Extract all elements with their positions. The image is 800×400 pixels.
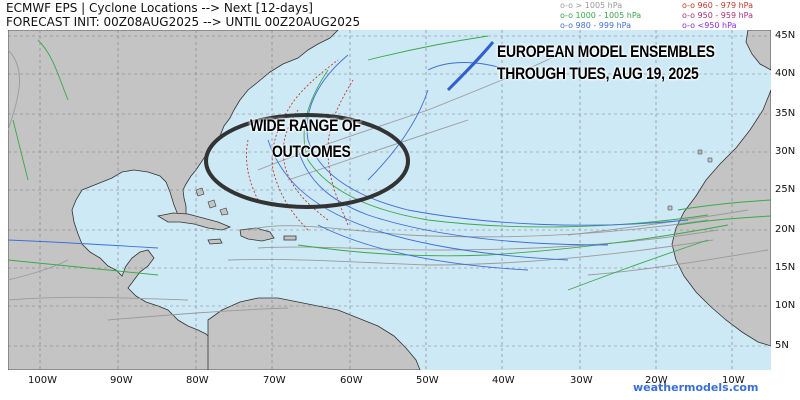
land-africa [671, 89, 771, 347]
track-blue [427, 62, 509, 71]
track-gray [8, 259, 69, 281]
lon-label: 100W [28, 375, 57, 386]
legend-item-960-979: o-o 960 - 979 hPa [682, 1, 754, 10]
annotation-line-2: OUTCOMES [272, 142, 351, 161]
track-gray [587, 249, 769, 276]
track-gray [247, 219, 709, 238]
lon-label: 10W [722, 375, 745, 386]
brand-label: weathermodels.com [633, 381, 759, 394]
lat-label: 15N [775, 262, 796, 273]
land-iberia [745, 30, 771, 71]
track-blue [317, 224, 529, 271]
overlay-title-line-1: EUROPEAN MODEL ENSEMBLES [497, 42, 715, 61]
track-red [271, 59, 339, 231]
map-canvas [8, 30, 771, 370]
lat-label: 35N [775, 108, 796, 119]
track-blue [297, 149, 609, 246]
land-bahamas [195, 187, 229, 216]
track-blue-cluster [446, 41, 495, 92]
track-green [567, 239, 709, 291]
track-gray [257, 49, 569, 171]
track-green [677, 215, 771, 226]
legend-item-950-959: o-o 950 - 959 hPa [682, 11, 754, 20]
map-panel [8, 30, 771, 370]
header-line-1: ECMWF EPS | Cyclone Locations --> Next [… [6, 1, 313, 15]
highlight-ellipse [204, 113, 410, 209]
land-islands-east [667, 149, 713, 211]
lon-label: 40W [492, 375, 515, 386]
track-gray [8, 296, 189, 301]
legend-item-980-999: o-o 980 - 999 hPa [560, 21, 632, 30]
ensemble-tracks [8, 35, 771, 321]
graticule [8, 30, 771, 370]
legend-item-gt1005: o-o > 1005 hPa [560, 1, 623, 10]
track-green [367, 35, 489, 61]
land-hispaniola [239, 227, 275, 242]
lon-label: 80W [186, 375, 209, 386]
land-puerto-rico [283, 235, 297, 241]
track-gray [107, 307, 289, 321]
lon-label: 60W [340, 375, 363, 386]
lat-label: 10N [775, 300, 796, 311]
lat-label: 30N [775, 146, 796, 157]
track-red [246, 139, 259, 201]
track-blue [367, 89, 429, 181]
lon-label: 30W [570, 375, 593, 386]
lon-label: 90W [110, 375, 133, 386]
track-red [327, 79, 354, 226]
header-line-2: FORECAST INIT: 00Z08AUG2025 --> UNTIL 00… [6, 15, 361, 29]
track-green [37, 39, 69, 101]
land-cuba [156, 212, 232, 231]
lon-label: 20W [645, 375, 668, 386]
track-green [8, 259, 159, 276]
track-blue [8, 239, 159, 249]
land-north-america [8, 30, 339, 370]
lat-label: 25N [775, 184, 796, 195]
lat-label: 40N [775, 68, 796, 79]
land-south-america [207, 297, 421, 370]
annotation-line-1: WIDE RANGE OF [250, 116, 361, 135]
track-gray [567, 209, 749, 236]
lat-label: 45N [775, 30, 796, 41]
track-blue [267, 139, 569, 261]
track-green [303, 69, 709, 228]
overlay-title-line-2: THROUGH TUES, AUG 19, 2025 [497, 64, 699, 83]
track-gray [8, 49, 20, 131]
lat-label: 20N [775, 224, 796, 235]
track-green [297, 224, 729, 257]
track-gray [227, 239, 714, 266]
track-green [677, 199, 771, 211]
legend-item-lt950: o-o <950 hPa [682, 21, 737, 30]
lat-label: 5N [775, 340, 789, 351]
lon-label: 50W [416, 375, 439, 386]
legend-item-1000-1005: o-o 1000 - 1005 hPa [560, 11, 642, 20]
track-green [12, 119, 29, 181]
lon-label: 70W [263, 375, 286, 386]
land-jamaica [207, 238, 223, 245]
